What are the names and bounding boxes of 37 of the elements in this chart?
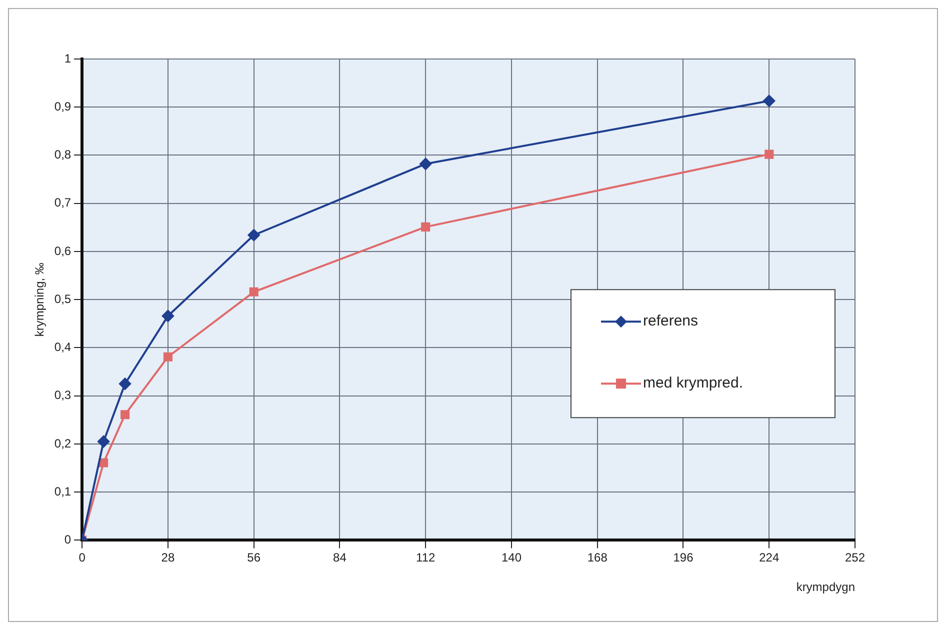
point bbox=[98, 436, 110, 448]
legend-label: med krympred. bbox=[643, 374, 744, 392]
point bbox=[420, 158, 432, 170]
point bbox=[163, 352, 172, 362]
point bbox=[764, 150, 774, 159]
x-tick-label: 252 bbox=[844, 550, 866, 565]
point bbox=[249, 287, 258, 296]
x-tick-label: 224 bbox=[759, 550, 780, 565]
point bbox=[763, 94, 776, 107]
y-tick-label: 0,5 bbox=[54, 292, 72, 306]
x-tick-label: 168 bbox=[587, 550, 608, 565]
x-axis-title: krympdygn bbox=[796, 580, 855, 594]
x-tick-label: 28 bbox=[161, 550, 175, 565]
y-axis-title: krympning, ‰ bbox=[32, 262, 47, 337]
x-tick-label: 0 bbox=[78, 550, 86, 565]
point bbox=[248, 229, 260, 242]
y-tick-label: 0,6 bbox=[54, 244, 72, 258]
point bbox=[99, 458, 108, 468]
y-tick-label: 0,8 bbox=[54, 148, 72, 162]
y-tick-label: 0 bbox=[64, 532, 72, 547]
x-tick-label: 140 bbox=[501, 550, 522, 565]
x-tick-label: 112 bbox=[416, 550, 436, 565]
point bbox=[162, 310, 174, 322]
y-tick-label: 0,7 bbox=[54, 196, 72, 210]
y-tick-label: 0,9 bbox=[54, 99, 72, 114]
x-tick-label: 56 bbox=[247, 550, 261, 565]
x-tick-label: 196 bbox=[673, 550, 694, 565]
point bbox=[120, 410, 130, 420]
x-tick-label: 84 bbox=[333, 550, 347, 565]
y-tick-label: 0,3 bbox=[54, 388, 72, 402]
y-tick-label: 0,2 bbox=[54, 436, 72, 450]
legend-label: referens bbox=[643, 312, 698, 330]
y-tick-label: 0,4 bbox=[54, 340, 72, 354]
point bbox=[421, 222, 430, 232]
point bbox=[119, 378, 132, 390]
y-tick-label: 0,1 bbox=[54, 484, 72, 498]
y-tick-label: 1 bbox=[64, 51, 72, 66]
